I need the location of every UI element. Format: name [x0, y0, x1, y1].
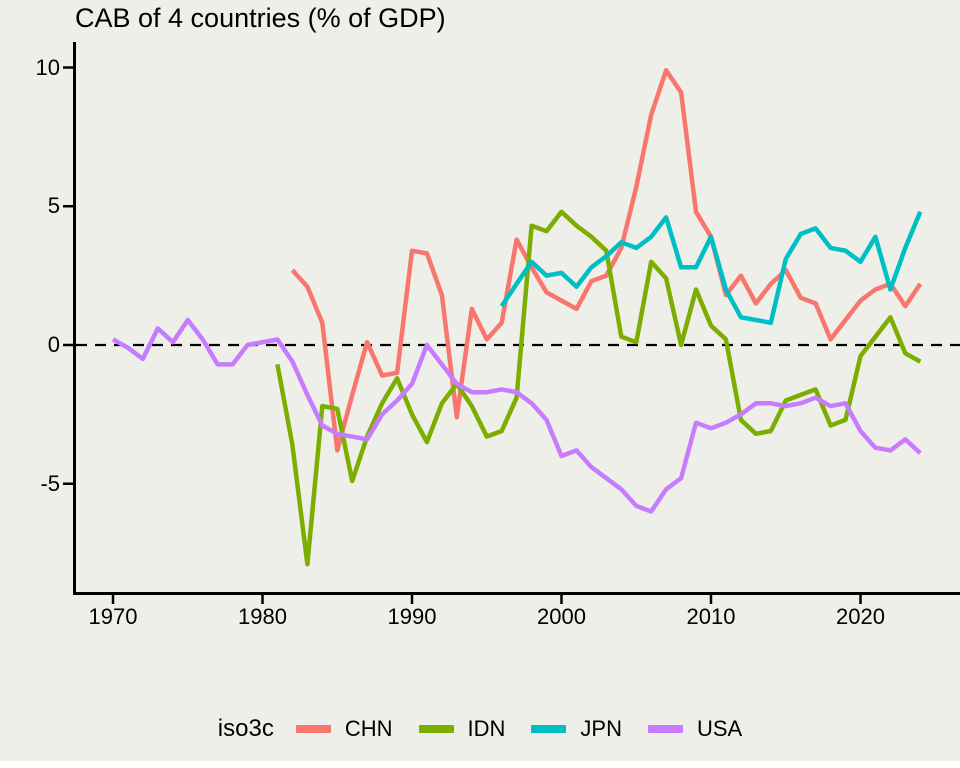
x-tick-label: 1990 [387, 604, 437, 629]
legend-item-JPN: JPN [531, 716, 622, 742]
y-tick-label: 5 [47, 193, 60, 219]
legend-label-CHN: CHN [344, 716, 393, 741]
bottom-strip [0, 761, 960, 768]
y-tick-label: -5 [40, 470, 60, 496]
legend-key-USA [647, 725, 683, 733]
legend-key-IDN [418, 725, 454, 733]
y-tick-label: 0 [47, 332, 60, 357]
x-tick-label: 2010 [686, 604, 736, 629]
x-tick-label: 1970 [88, 604, 138, 629]
series-line-IDN [275, 209, 922, 567]
legend-label-USA: USA [696, 716, 743, 741]
legend: iso3c CHN IDN JPN USA [0, 712, 960, 746]
x-tick-label: 1980 [238, 604, 287, 629]
y-tick-label: 10 [35, 54, 60, 80]
legend-item-USA: USA [647, 716, 743, 742]
legend-item-IDN: IDN [418, 716, 506, 742]
legend-title: iso3c [217, 715, 274, 742]
legend-label-JPN: JPN [580, 716, 622, 741]
legend-item-CHN: CHN [295, 716, 393, 742]
x-tick-label: 2020 [836, 604, 885, 629]
legend-key-JPN [531, 725, 567, 733]
legend-items: CHN IDN JPN USA [295, 716, 743, 742]
series-line-CHN [290, 68, 923, 453]
chart-title: CAB of 4 countries (% of GDP) [75, 3, 446, 33]
legend-key-CHN [295, 725, 331, 733]
legend-label-IDN: IDN [467, 716, 506, 741]
x-tick-label: 2000 [537, 604, 586, 629]
series-line-JPN [499, 210, 923, 326]
series-line-USA [111, 317, 922, 514]
